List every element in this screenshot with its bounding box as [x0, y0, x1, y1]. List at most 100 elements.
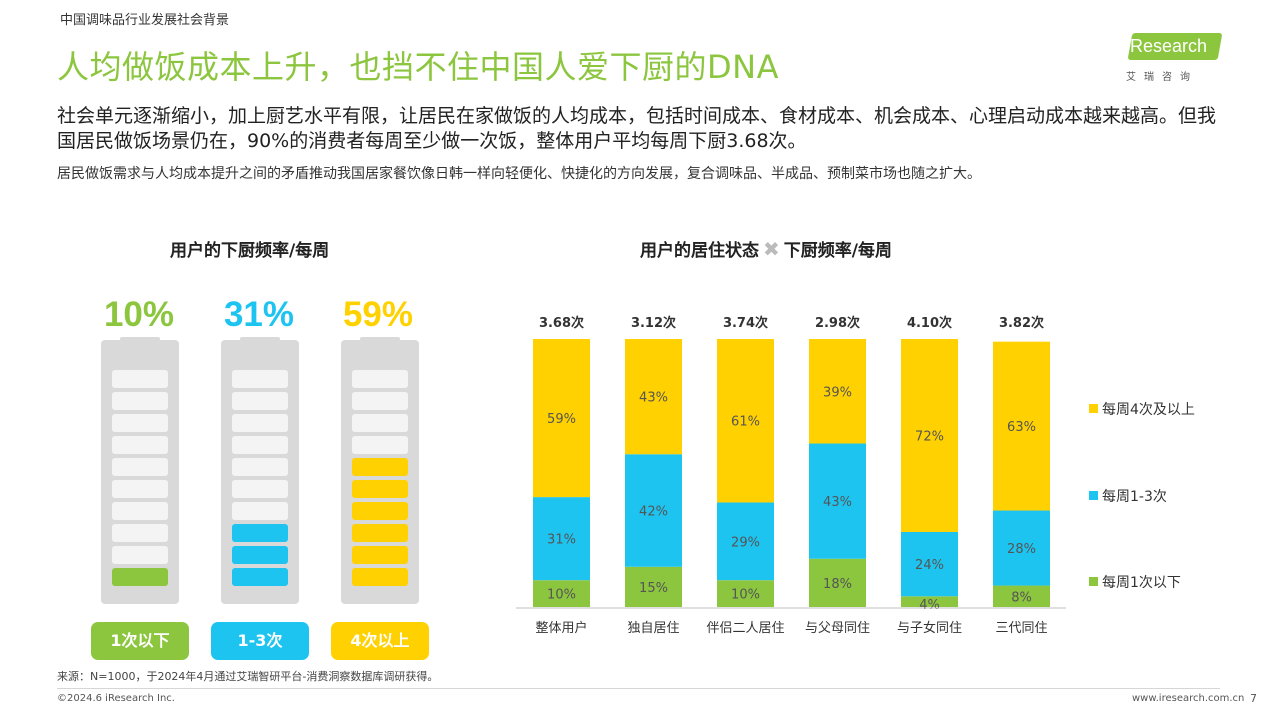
data-label: 39%: [823, 385, 852, 400]
frequency-pill-mid: 1-3次: [211, 622, 309, 660]
left-panel-title: 用户的下厨频率/每周: [170, 241, 330, 261]
percent-label-mid: 31%: [223, 295, 295, 334]
iresearch-logo: iResearch 艾瑞咨询: [1120, 33, 1223, 83]
battery-segment: [232, 502, 288, 520]
battery-segment: [112, 502, 168, 520]
battery-segment: [352, 568, 408, 586]
battery-segment: [232, 414, 288, 432]
battery-segment: [112, 546, 168, 564]
data-label: 8%: [1011, 590, 1032, 605]
total-label: 3.74次: [723, 315, 768, 331]
legend-item-low: 每周1次以下: [1089, 572, 1181, 592]
bar-segment: [533, 497, 590, 581]
data-label: 42%: [639, 505, 668, 520]
battery-segment: [232, 458, 288, 476]
source-note: 来源：N=1000，于2024年4月通过艾瑞智研平台-消费洞察数据库调研获得。: [57, 670, 439, 683]
right-panel-title: 用户的居住状态 ✖ 下厨频率/每周: [640, 236, 892, 261]
legend-swatch: [1089, 491, 1098, 500]
page-title: 人均做饭成本上升，也挡不住中国人爱下厨的DNA: [57, 48, 779, 86]
battery-segment: [112, 392, 168, 410]
bar-segment: [533, 580, 590, 607]
category-label: 与父母同住: [805, 621, 870, 636]
legend-item-high: 每周4次及以上: [1089, 399, 1195, 419]
bar-segment: [993, 510, 1050, 586]
battery-segment: [112, 370, 168, 388]
battery-segment: [352, 392, 408, 410]
bar-segment: [809, 443, 866, 559]
bar-segment: [717, 580, 774, 607]
battery-segment: [352, 524, 408, 542]
battery-segment: [232, 546, 288, 564]
bar-segment: [993, 585, 1050, 607]
battery-segment: [232, 568, 288, 586]
bar-segment: [901, 531, 958, 597]
battery-segment: [352, 414, 408, 432]
battery-segment: [232, 524, 288, 542]
bar-segment: [625, 566, 682, 607]
data-label: 4%: [919, 598, 940, 613]
copyright: ©2024.6 iResearch Inc.: [57, 693, 175, 704]
battery-segment: [112, 480, 168, 498]
battery-segment: [112, 414, 168, 432]
frequency-pill-high: 4次以上: [331, 622, 429, 660]
data-label: 18%: [823, 577, 852, 592]
data-label: 29%: [731, 535, 760, 550]
bar-segment: [809, 339, 866, 444]
data-label: 61%: [731, 415, 760, 430]
bar-segment: [625, 454, 682, 567]
total-label: 4.10次: [907, 315, 952, 331]
total-label: 3.82次: [999, 315, 1044, 331]
battery-segment: [352, 458, 408, 476]
right-title-left: 用户的居住状态: [640, 241, 759, 261]
battery-segment: [232, 370, 288, 388]
battery-segment: [112, 458, 168, 476]
category-label: 三代同住: [995, 621, 1047, 636]
bar-segment: [809, 558, 866, 607]
summary-paragraph: 社会单元逐渐缩小，加上厨艺水平有限，让居民在家做饭的人均成本，包括时间成本、食材…: [57, 105, 1217, 152]
data-label: 72%: [915, 429, 944, 444]
data-label: 10%: [731, 588, 760, 603]
total-label: 3.12次: [631, 315, 676, 331]
bar-segment: [533, 339, 590, 498]
data-label: 31%: [547, 533, 576, 548]
bar-segment: [901, 596, 958, 607]
battery-gauge-high: [341, 337, 419, 604]
battery-segment: [352, 480, 408, 498]
battery-segment: [232, 480, 288, 498]
bar-segment: [901, 339, 958, 532]
cross-icon: ✖: [763, 237, 780, 261]
data-label: 43%: [639, 391, 668, 406]
total-label: 2.98次: [815, 315, 860, 331]
data-label: 63%: [1007, 420, 1036, 435]
bar-segment: [717, 339, 774, 503]
legend-swatch: [1089, 577, 1098, 586]
category-label: 独自居住: [627, 621, 679, 636]
section-label: 中国调味品行业发展社会背景: [60, 13, 230, 28]
data-label: 24%: [915, 558, 944, 573]
data-label: 15%: [639, 581, 668, 596]
website-link: www.iresearch.com.cn: [1132, 693, 1245, 704]
battery-segment: [352, 546, 408, 564]
data-label: 43%: [823, 495, 852, 510]
battery-segment: [112, 568, 168, 586]
data-label: 28%: [1007, 542, 1036, 557]
page-number: 7: [1250, 692, 1257, 705]
right-title-right: 下厨频率/每周: [783, 241, 892, 261]
battery-segment: [352, 436, 408, 454]
bar-segment: [717, 502, 774, 581]
legend-swatch: [1089, 404, 1098, 413]
logo-text: iResearch: [1126, 36, 1208, 56]
bar-segment: [625, 339, 682, 455]
battery-segment: [232, 392, 288, 410]
category-label: 伴侣二人居住: [706, 621, 784, 636]
battery-segment: [112, 524, 168, 542]
category-label: 整体用户: [535, 620, 587, 636]
battery-gauge-low: [101, 337, 179, 604]
battery-segment: [232, 436, 288, 454]
category-label: 与子女同住: [897, 620, 962, 636]
battery-segment: [352, 502, 408, 520]
footer-divider: [57, 688, 1220, 689]
percent-label-low: 10%: [103, 295, 175, 334]
bar-segment: [993, 341, 1050, 511]
